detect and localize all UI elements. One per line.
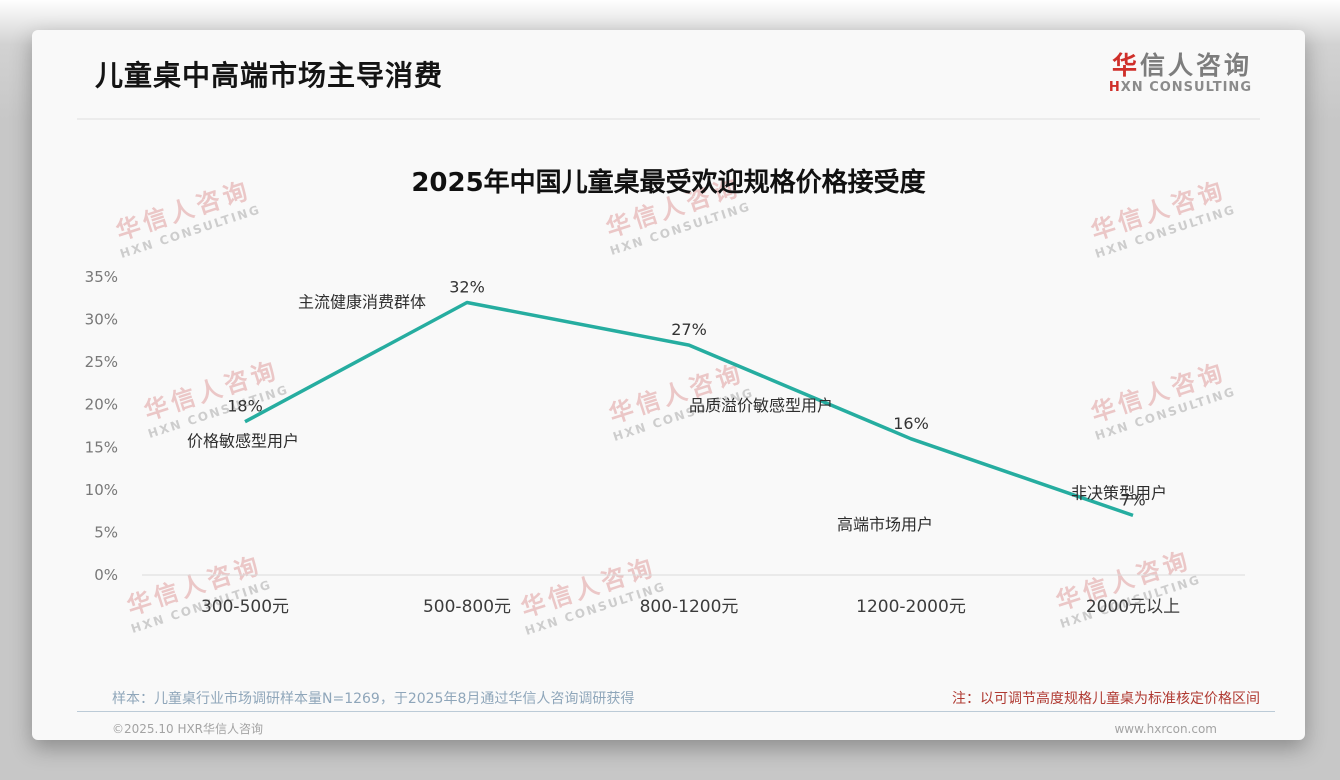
footer-divider: [77, 711, 1275, 712]
sample-note: 样本：儿童桌行业市场调研样本量N=1269，于2025年8月通过华信人咨询调研获…: [112, 691, 635, 707]
x-axis-label: 2000元以上: [1086, 597, 1180, 617]
data-point-label: 27%: [671, 320, 707, 339]
y-axis-tick: 20%: [85, 396, 118, 414]
page-title: 儿童桌中高端市场主导消费: [95, 59, 444, 92]
data-point-label: 32%: [449, 278, 485, 297]
price-note: 注：以可调节高度规格儿童桌为标准核定价格区间: [952, 691, 1260, 707]
x-axis-label: 1200-2000元: [856, 597, 966, 617]
y-axis-tick: 15%: [85, 438, 118, 456]
y-axis-tick: 30%: [85, 311, 118, 329]
y-axis-tick: 35%: [85, 268, 118, 286]
footnotes-row: 样本：儿童桌行业市场调研样本量N=1269，于2025年8月通过华信人咨询调研获…: [112, 688, 1260, 708]
data-line: [244, 300, 1134, 518]
line-chart: 35% 30% 25% 20% 15% 10% 5% 0% 18% 32% 27% 16% 7% 价格敏感…: [85, 268, 1245, 617]
y-axis-tick: 25%: [85, 353, 118, 371]
segment-annotation: 主流健康消费群体: [298, 293, 426, 312]
x-axis-label: 300-500元: [201, 597, 289, 617]
x-axis-label: 800-1200元: [640, 597, 739, 617]
data-point-label: 7%: [1120, 490, 1145, 509]
website-link: www.hxrcon.com: [1114, 721, 1217, 736]
data-point-label: 18%: [227, 397, 263, 416]
chart-title: 2025年中国儿童桌最受欢迎规格价格接受度: [411, 168, 926, 198]
segment-annotation: 高端市场用户: [837, 515, 933, 534]
copyright-row: ©2025.10 HXR华信人咨询 www.hxrcon.com: [112, 720, 1217, 737]
slide-card: 华信人咨询 HXN CONSULTING 华信人咨询 HXN CONSULTING 华信…: [32, 30, 1305, 740]
y-axis-tick: 0%: [94, 566, 118, 584]
header: 儿童桌中高端市场主导消费 华信人咨询 HXN CONSULTING: [77, 30, 1260, 120]
y-axis-tick: 10%: [85, 481, 118, 499]
segment-annotation: 品质溢价敏感型用户: [689, 396, 833, 415]
x-axis-label: 500-800元: [423, 597, 511, 617]
y-axis-tick: 5%: [94, 523, 118, 541]
segment-annotation: 价格敏感型用户: [187, 432, 299, 451]
segment-annotation: 非决策型用户: [1071, 483, 1167, 502]
logo-chinese: 华信人咨询: [1111, 51, 1252, 81]
logo-english: HXN CONSULTING: [1108, 79, 1252, 95]
company-logo: 华信人咨询 HXN CONSULTING: [1108, 51, 1252, 96]
data-point-label: 16%: [893, 414, 929, 433]
copyright-text: ©2025.10 HXR华信人咨询: [112, 722, 264, 736]
